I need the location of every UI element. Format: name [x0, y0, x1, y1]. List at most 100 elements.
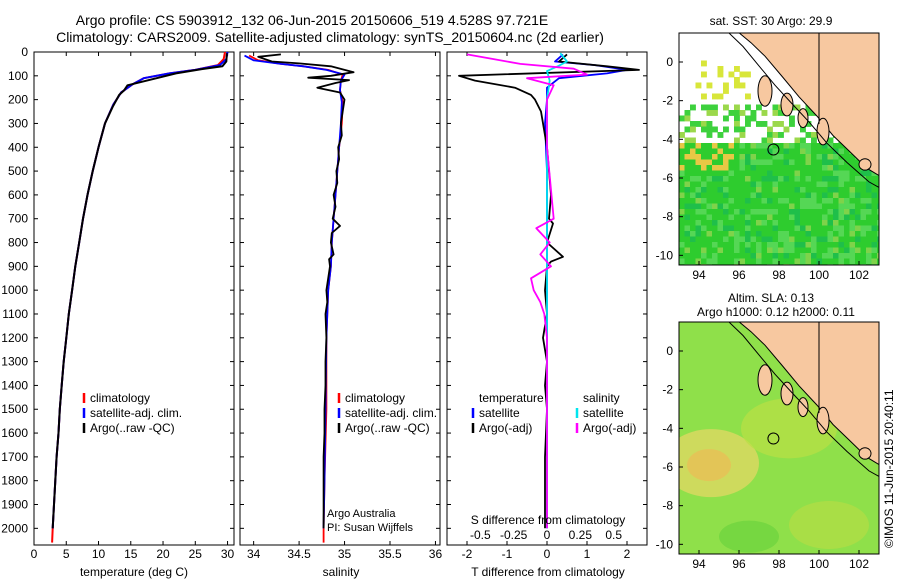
- sst-cell: [794, 181, 801, 188]
- sst-cell: [761, 154, 768, 160]
- sst-cell: [767, 247, 773, 254]
- sst-cell: [750, 192, 757, 199]
- sst-cell: [684, 126, 691, 133]
- sst-cell: [844, 165, 850, 171]
- sst-cell: [816, 203, 823, 210]
- sst-cell: [745, 159, 751, 166]
- sst-cell: [706, 154, 713, 160]
- sst-cell: [728, 170, 735, 177]
- sst-cell: [855, 187, 861, 193]
- sst-cell: [679, 154, 685, 160]
- sst-cell: [739, 132, 746, 138]
- sst-cell: [866, 170, 872, 177]
- sst-cell: [772, 104, 779, 111]
- sst-cell: [728, 192, 735, 199]
- sst-cell: [684, 115, 691, 122]
- sst-cell: [877, 253, 879, 259]
- sst-cell: [860, 258, 867, 265]
- temperature-legend-label: satellite-adj. clim.: [90, 406, 182, 420]
- sst-cell: [701, 104, 707, 111]
- sst-cell: [706, 143, 713, 149]
- sst-cell: [838, 143, 845, 149]
- sst-cell: [734, 214, 740, 221]
- sst-cell: [822, 192, 828, 199]
- sst-cell: [761, 231, 768, 237]
- sst-cell: [745, 247, 751, 254]
- sst-cell: [761, 110, 768, 116]
- sst-cell: [822, 176, 828, 182]
- sla-lon-tick-label: 102: [849, 557, 869, 571]
- depth-tick-label: 800: [8, 236, 28, 250]
- difference-s-tick-label: 0.25: [569, 528, 593, 542]
- sst-cell: [701, 225, 707, 232]
- sst-cell: [778, 143, 784, 149]
- sst-cell: [833, 176, 839, 182]
- temperature-tick-label: 25: [189, 547, 203, 561]
- sst-cell: [860, 203, 867, 210]
- sst-cell: [750, 214, 757, 221]
- difference-line-salinity-satellite: [546, 52, 568, 529]
- sst-cell: [695, 154, 702, 160]
- sst-cell: [833, 225, 839, 232]
- sst-cell: [783, 154, 790, 160]
- sst-cell: [849, 181, 856, 188]
- sst-cell: [789, 187, 795, 193]
- sst-cell: [877, 225, 879, 232]
- sst-map: 94 96 98 100 102 0 -2 -4 -6 -8 -10: [656, 32, 880, 282]
- sst-cell: [734, 66, 740, 72]
- sst-cell: [745, 192, 751, 199]
- sst-cell: [783, 181, 790, 188]
- sst-cell: [717, 148, 724, 155]
- sst-cell: [789, 170, 795, 177]
- sst-cell: [734, 137, 740, 144]
- sst-cell: [794, 236, 801, 243]
- temperature-tick-label: 10: [92, 547, 106, 561]
- sst-cell: [866, 253, 872, 259]
- sst-cell: [679, 247, 685, 254]
- sst-cell: [778, 214, 784, 221]
- sla-lat-tick-label: -8: [662, 499, 673, 513]
- sst-cell: [690, 181, 696, 188]
- temperature-tick-label: 5: [63, 547, 70, 561]
- sst-cell: [761, 198, 768, 204]
- sst-cell: [734, 104, 740, 111]
- difference-xlabel: T difference from climatology: [471, 565, 625, 579]
- sst-cell: [827, 258, 834, 265]
- sst-cell: [805, 165, 812, 171]
- sst-cell: [739, 247, 746, 254]
- sst-cell: [811, 187, 817, 193]
- sst-cell: [723, 236, 729, 243]
- salinity-tick-label: 36: [429, 547, 443, 561]
- sst-cell: [723, 126, 729, 133]
- sst-cell: [690, 148, 696, 155]
- sst-cell: [816, 214, 823, 221]
- sst-cell: [712, 126, 718, 133]
- sla-depth-contour: [728, 322, 879, 477]
- sst-cell: [772, 148, 779, 155]
- sst-cell: [739, 253, 746, 259]
- sst-cell: [739, 143, 746, 149]
- sst-cell: [679, 170, 685, 177]
- sst-cell: [750, 258, 757, 265]
- sst-cell: [855, 176, 861, 182]
- sst-cell: [745, 253, 751, 259]
- sst-cell: [827, 181, 834, 188]
- sst-cell: [767, 170, 773, 177]
- sst-cell: [783, 159, 790, 166]
- sst-cell: [723, 181, 729, 188]
- sst-cell: [844, 253, 850, 259]
- sst-cell: [794, 231, 801, 237]
- sst-cell: [855, 253, 861, 259]
- sst-cell: [855, 170, 861, 177]
- sst-cell: [761, 220, 768, 226]
- sst-cell: [745, 115, 751, 122]
- side-stamp: ©IMOS 11-Jun-2015 20:40:11: [882, 389, 896, 548]
- sst-cell: [739, 159, 746, 166]
- sst-cell: [712, 231, 718, 237]
- sst-cell: [767, 203, 773, 210]
- sst-cell: [783, 236, 790, 243]
- sst-cell: [855, 231, 861, 237]
- sst-cell: [684, 170, 691, 177]
- sst-cell: [712, 258, 718, 265]
- sst-cell: [717, 236, 724, 243]
